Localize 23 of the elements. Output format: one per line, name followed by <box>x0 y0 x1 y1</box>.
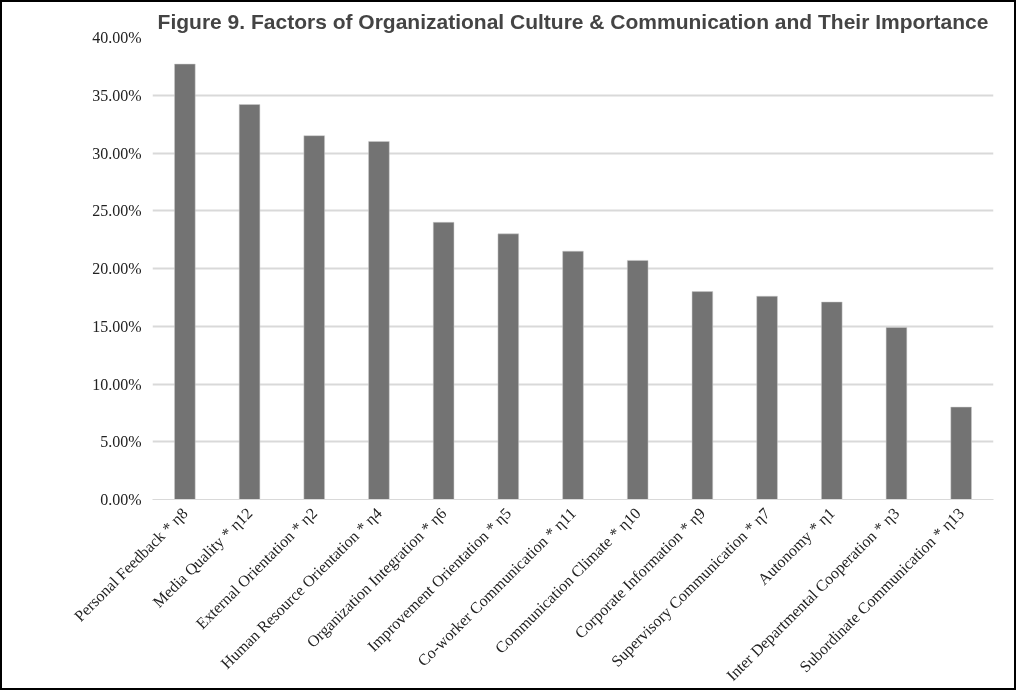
bar <box>433 222 455 500</box>
y-tick-label: 25.00% <box>92 202 142 220</box>
bar <box>756 295 778 500</box>
y-tick-label: 30.00% <box>92 144 142 162</box>
bar <box>562 250 584 500</box>
y-tick-label: 20.00% <box>92 260 142 277</box>
bar <box>821 301 843 500</box>
bar <box>368 141 390 500</box>
y-tick-label: 0.00% <box>100 491 142 508</box>
bar <box>238 104 261 500</box>
y-tick-label: 5.00% <box>100 433 142 451</box>
chart-title: Figure 9. Factors of Organizational Culture & Communication and Their Importance <box>157 9 989 33</box>
y-tick-label: 10.00% <box>92 375 142 393</box>
bar <box>303 135 325 500</box>
bar <box>497 233 519 500</box>
y-tick-label: 40.00% <box>92 29 142 46</box>
bar <box>691 291 713 500</box>
bar <box>950 406 972 500</box>
y-tick-label: 15.00% <box>92 317 142 335</box>
bar <box>627 260 649 500</box>
y-tick-label: 35.00% <box>92 86 142 104</box>
bar <box>885 327 908 500</box>
bar <box>174 63 196 500</box>
